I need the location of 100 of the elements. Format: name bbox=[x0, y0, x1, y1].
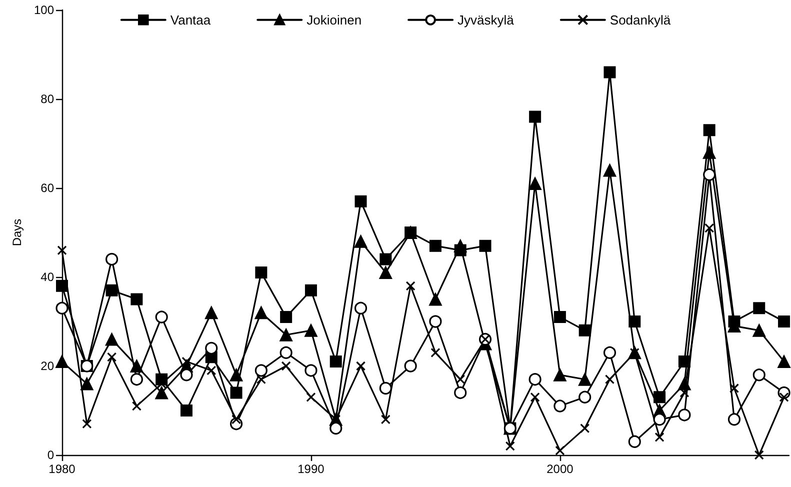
point bbox=[479, 240, 492, 252]
point bbox=[654, 391, 666, 404]
point bbox=[80, 377, 94, 390]
point bbox=[428, 292, 442, 306]
point bbox=[604, 66, 616, 78]
point bbox=[580, 424, 590, 434]
point bbox=[82, 419, 92, 429]
point bbox=[356, 361, 366, 371]
point bbox=[654, 432, 664, 442]
point bbox=[56, 302, 68, 314]
point bbox=[406, 281, 416, 291]
point bbox=[330, 422, 342, 435]
y-tick-label: 80 bbox=[40, 92, 54, 106]
point bbox=[105, 332, 118, 346]
point bbox=[752, 368, 766, 382]
point bbox=[704, 223, 714, 233]
point bbox=[578, 372, 592, 386]
point bbox=[454, 239, 467, 252]
point bbox=[456, 374, 466, 384]
point bbox=[628, 435, 641, 448]
point bbox=[304, 324, 318, 337]
point bbox=[106, 252, 118, 266]
point bbox=[130, 360, 144, 372]
point bbox=[206, 366, 216, 376]
point bbox=[304, 364, 318, 377]
x-tick-label: 1990 bbox=[298, 462, 325, 476]
point bbox=[130, 293, 143, 306]
point bbox=[528, 177, 542, 190]
point bbox=[180, 404, 192, 416]
point bbox=[132, 401, 142, 411]
legend-label: Jyväskylä bbox=[458, 12, 515, 28]
legend-label: Jokioinen bbox=[306, 12, 362, 28]
point bbox=[57, 246, 67, 256]
point bbox=[753, 302, 766, 314]
point bbox=[554, 311, 566, 324]
point bbox=[603, 164, 616, 177]
point bbox=[678, 408, 691, 422]
point bbox=[678, 356, 690, 368]
point bbox=[380, 253, 392, 266]
point bbox=[354, 302, 368, 314]
point bbox=[728, 413, 741, 426]
point bbox=[354, 195, 367, 208]
point bbox=[155, 310, 168, 324]
point bbox=[628, 316, 641, 328]
point bbox=[429, 315, 442, 328]
point bbox=[430, 348, 440, 358]
point bbox=[752, 324, 766, 337]
y-axis-title: Days bbox=[10, 218, 24, 246]
point bbox=[155, 386, 168, 400]
point bbox=[604, 374, 615, 384]
legend-label: Sodankylä bbox=[610, 12, 672, 28]
point bbox=[678, 377, 691, 390]
point bbox=[754, 450, 764, 460]
point bbox=[778, 355, 791, 368]
y-tick-label: 60 bbox=[40, 181, 54, 195]
point bbox=[530, 392, 540, 402]
point bbox=[702, 146, 716, 159]
point bbox=[379, 382, 392, 395]
y-tick-label: 100 bbox=[34, 3, 54, 17]
y-tick-label: 0 bbox=[47, 448, 54, 462]
point bbox=[354, 234, 368, 248]
point bbox=[56, 355, 68, 368]
point bbox=[554, 400, 566, 412]
point bbox=[555, 446, 565, 456]
point bbox=[255, 266, 268, 279]
point bbox=[379, 266, 392, 280]
point bbox=[330, 356, 342, 368]
point bbox=[205, 342, 218, 354]
x-tick-label: 1980 bbox=[48, 462, 76, 476]
point bbox=[729, 383, 740, 394]
point bbox=[578, 390, 592, 404]
point bbox=[56, 280, 68, 292]
point bbox=[230, 386, 242, 399]
point bbox=[404, 360, 417, 372]
point bbox=[380, 414, 390, 424]
point bbox=[505, 441, 515, 451]
point bbox=[304, 284, 317, 296]
point bbox=[231, 414, 242, 424]
point bbox=[180, 368, 193, 382]
point bbox=[280, 311, 292, 324]
point bbox=[204, 306, 218, 320]
point bbox=[429, 240, 442, 252]
point bbox=[280, 328, 293, 342]
y-tick-label: 40 bbox=[40, 270, 54, 284]
point bbox=[306, 392, 316, 402]
point bbox=[106, 352, 117, 362]
point bbox=[703, 168, 716, 181]
x-tick-label: 2000 bbox=[546, 462, 574, 476]
point bbox=[106, 284, 118, 296]
point bbox=[256, 374, 266, 384]
point bbox=[254, 364, 268, 377]
y-tick-label: 20 bbox=[40, 359, 54, 373]
point bbox=[280, 346, 292, 359]
point bbox=[230, 368, 243, 382]
point bbox=[281, 361, 291, 371]
point bbox=[703, 124, 716, 136]
point bbox=[578, 324, 591, 336]
point bbox=[529, 110, 542, 123]
point bbox=[653, 413, 666, 426]
point bbox=[130, 373, 143, 386]
